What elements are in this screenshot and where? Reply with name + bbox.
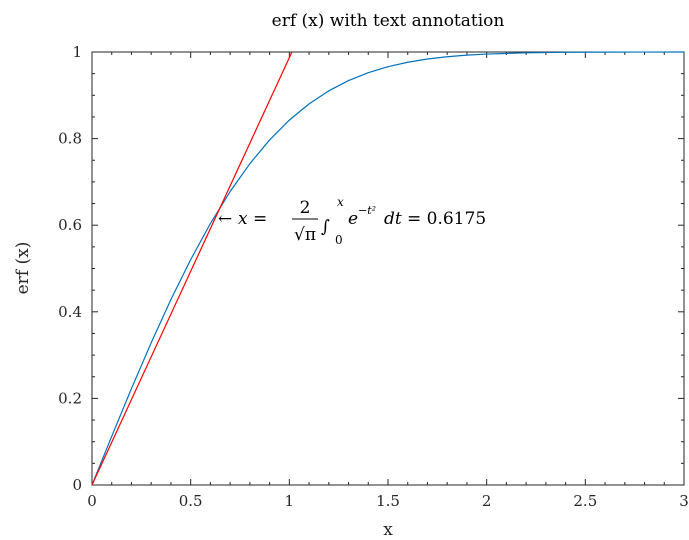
annotation-frac-num: 2 [300, 198, 311, 218]
tangent-line [91, 51, 293, 486]
y-tick-label: 0.4 [58, 303, 82, 321]
annotation-lhs: x = [238, 209, 267, 229]
x-tick-label: 0.5 [179, 492, 203, 510]
y-tick-label: 0.6 [58, 216, 82, 234]
y-tick-label: 1 [72, 43, 82, 61]
annotation-arrow: ← [218, 209, 232, 229]
x-axis-title: x [383, 520, 393, 540]
y-tick-label: 0 [72, 476, 82, 494]
y-axis-title: erf (x) [13, 242, 33, 295]
annotation-base: e [348, 209, 358, 229]
chart-title: erf (x) with text annotation [272, 11, 505, 31]
x-tick-label: 3 [679, 492, 689, 510]
annotation-upper: x [337, 195, 344, 209]
plot-area [91, 51, 685, 486]
annotation-exponent: −t² [358, 204, 376, 217]
annotation-rhs: = 0.6175 [407, 209, 486, 229]
annotation-integral: ∫ [321, 217, 330, 237]
erf-curve-line [91, 51, 685, 486]
annotation-lower: 0 [335, 233, 343, 247]
annotation-frac-den: √π [294, 225, 316, 245]
series-layer [91, 51, 685, 486]
x-tick-label: 1.5 [376, 492, 400, 510]
x-tick-label: 2.5 [573, 492, 597, 510]
y-tick-label: 0.8 [58, 130, 82, 148]
axis-ticks [91, 51, 685, 486]
x-tick-label: 0 [87, 492, 97, 510]
x-tick-label: 2 [482, 492, 492, 510]
x-tick-labels: 0 0.5 1 1.5 2 2.5 3 [87, 492, 689, 510]
x-tick-label: 1 [285, 492, 295, 510]
annotation-text: ← x = 2 √π ∫ x 0 e −t² dt = 0.6175 [218, 195, 486, 247]
y-tick-labels: 0 0.2 0.4 0.6 0.8 1 [58, 43, 82, 494]
y-tick-label: 0.2 [58, 389, 82, 407]
plot-frame [91, 51, 685, 486]
annotation-differential: dt [384, 209, 402, 229]
